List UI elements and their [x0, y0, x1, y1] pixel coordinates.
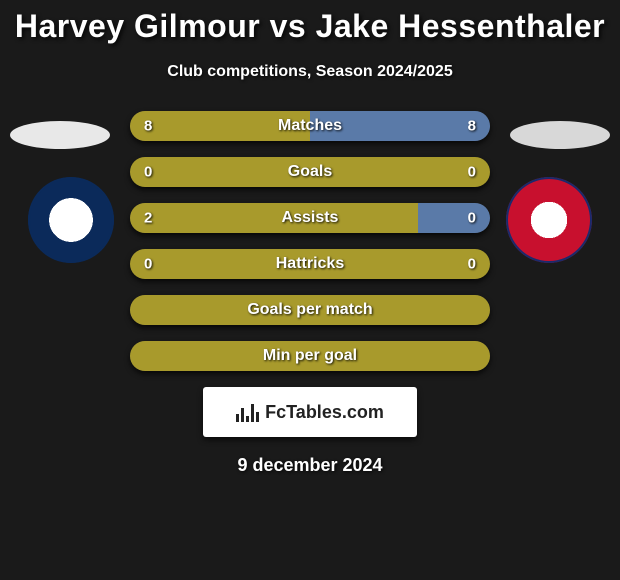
stat-label: Goals per match [130, 301, 490, 319]
stat-value-left: 0 [144, 164, 152, 181]
stat-value-right: 0 [468, 164, 476, 181]
stat-value-left: 8 [144, 118, 152, 135]
stat-row: Min per goal [130, 341, 490, 371]
right-player-oval [510, 121, 610, 149]
stat-row: Goals0 0 [130, 157, 490, 187]
stat-row: Matches8 8 [130, 111, 490, 141]
stat-label: Assists [130, 209, 490, 227]
stat-label: Matches [130, 117, 490, 135]
stat-row: Goals per match [130, 295, 490, 325]
stat-row: Hattricks0 0 [130, 249, 490, 279]
stat-row: Assists2 0 [130, 203, 490, 233]
stat-label: Goals [130, 163, 490, 181]
stat-value-right: 8 [468, 118, 476, 135]
stat-value-left: 0 [144, 256, 152, 273]
stat-value-right: 0 [468, 256, 476, 273]
comparison-container: Matches88Goals00Assists20Hattricks00Goal… [0, 111, 620, 476]
comparison-subtitle: Club competitions, Season 2024/2025 [0, 63, 620, 81]
logo-text: FcTables.com [265, 402, 384, 423]
left-player-oval [10, 121, 110, 149]
bar-chart-icon [236, 402, 259, 422]
comparison-title: Harvey Gilmour vs Jake Hessenthaler [0, 0, 620, 45]
comparison-date: 9 december 2024 [0, 455, 620, 476]
stat-bars: Matches88Goals00Assists20Hattricks00Goal… [130, 111, 490, 371]
stat-label: Hattricks [130, 255, 490, 273]
right-club-badge [506, 177, 592, 263]
stat-value-right: 0 [468, 210, 476, 227]
stat-label: Min per goal [130, 347, 490, 365]
fctables-logo: FcTables.com [203, 387, 417, 437]
stat-value-left: 2 [144, 210, 152, 227]
left-club-badge [28, 177, 114, 263]
